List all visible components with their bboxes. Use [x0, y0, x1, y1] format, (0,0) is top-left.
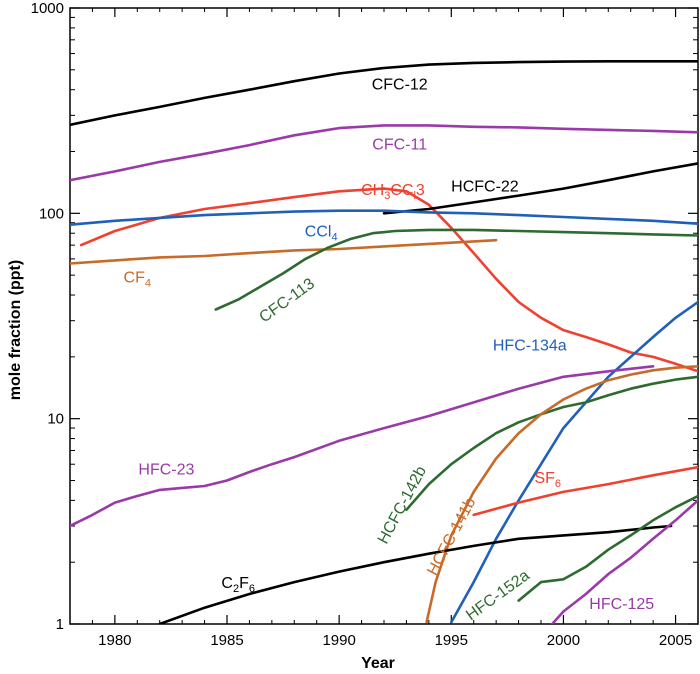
series-label-cf4: CF4 [124, 270, 151, 290]
series-line-cfc-11 [70, 124, 698, 182]
series-line-cfc-12 [70, 60, 698, 127]
x-axis-title: Year [361, 655, 395, 672]
series-layer [70, 60, 698, 624]
series-label-hfc-125: HFC-125 [589, 596, 654, 613]
series-label-cfc-12: CFC-12 [372, 77, 428, 94]
series-line-cf4 [70, 238, 498, 265]
series-line-ccl4 [70, 209, 698, 226]
x-tick-label: 1995 [435, 632, 468, 649]
x-tick-label: 2000 [547, 632, 580, 649]
y-axis-title: mole fraction (ppt) [7, 260, 24, 400]
series-label-cfc-11: CFC-11 [372, 136, 427, 153]
series-label-hfc-23: HFC-23 [138, 461, 194, 478]
series-label-hcfc-22: HCFC-22 [451, 178, 519, 195]
y-tick-label: 100 [39, 205, 64, 222]
series-line-hfc-152a [517, 494, 698, 602]
series-label-ccl4: CCl4 [305, 224, 338, 244]
y-tick-label: 1000 [31, 0, 64, 17]
y-tick-label: 1 [56, 616, 64, 633]
series-line-hfc-23 [70, 365, 655, 528]
series-line-hcfc-142b [405, 375, 698, 512]
series-line-hfc-134a [450, 300, 698, 624]
series-line-hcfc-22 [382, 162, 698, 215]
y-tick-label: 10 [47, 411, 64, 428]
axes: 1980 1985 1990 1995 2000 2005 1 10 100 1000 [31, 0, 699, 649]
series-label-hfc-134a: HFC-134a [493, 337, 567, 354]
series-line-ch3ccl3 [79, 187, 698, 373]
series-label-hcfc-141b: HCFC-141b [424, 495, 479, 578]
series-label-hcfc-142b: HCFC-142b [375, 463, 430, 546]
x-tick-label: 1980 [98, 632, 131, 649]
series-label-sf6: SF6 [534, 470, 561, 490]
x-tick-label: 1985 [210, 632, 243, 649]
x-tick-label: 1990 [322, 632, 355, 649]
series-line-c2f6 [158, 524, 673, 624]
series-label-c2f6: C2F6 [221, 575, 255, 595]
series-line-cfc-113 [214, 228, 698, 311]
series-label-hfc-152a: HFC-152a [463, 567, 533, 624]
series-label-ch3ccl3: CH3CCl3 [361, 182, 425, 202]
series-line-hcfc-141b [425, 365, 698, 624]
series-line-sf6 [472, 465, 698, 517]
series-line-hfc-125 [550, 499, 698, 624]
x-tick-label: 2005 [659, 632, 692, 649]
